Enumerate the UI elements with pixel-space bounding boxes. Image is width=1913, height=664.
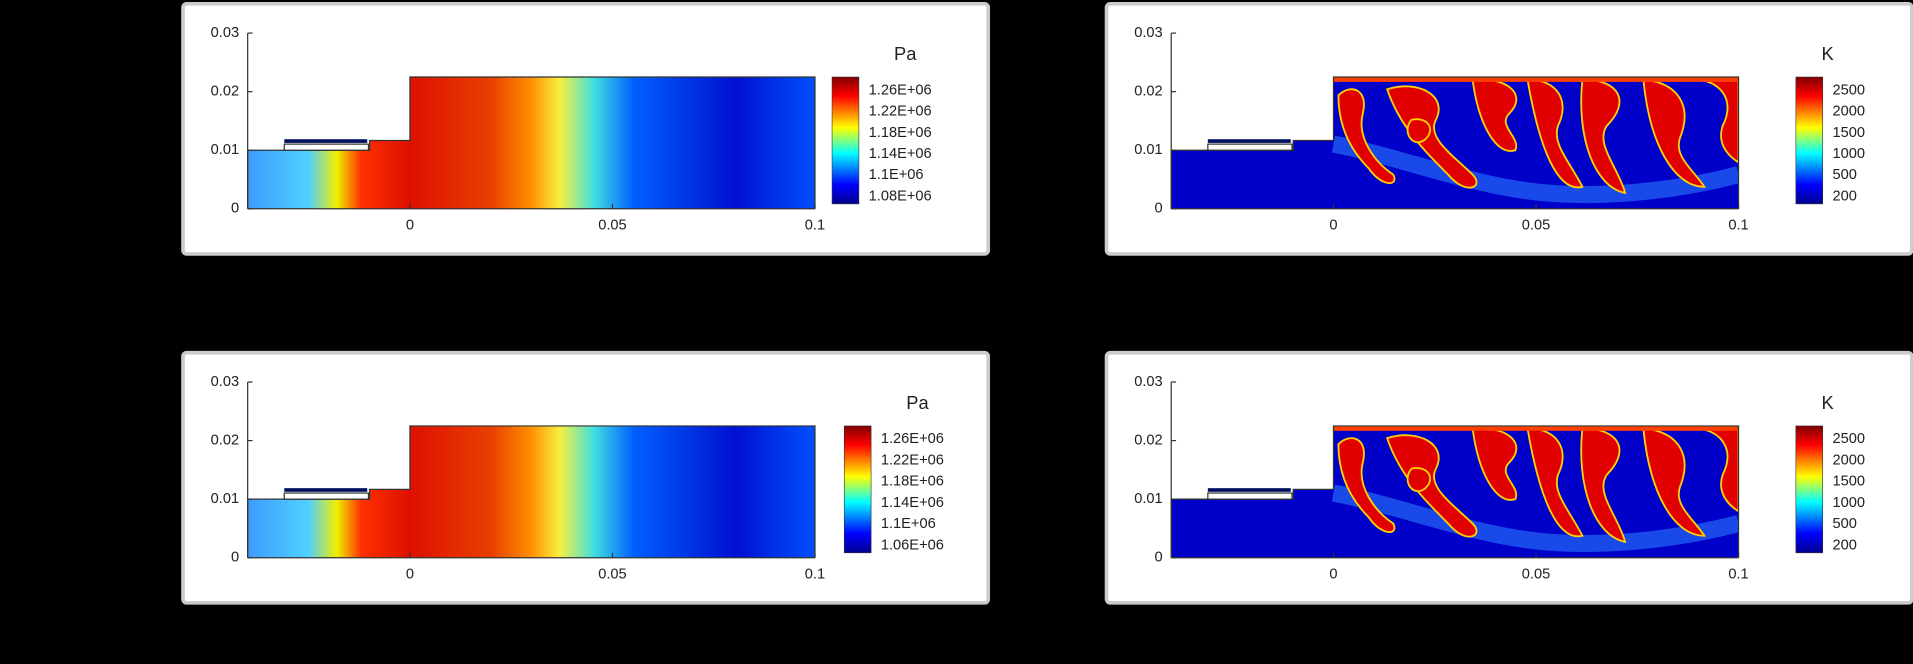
colorbar <box>831 76 860 205</box>
panel: 0.03 0.02 0.01 0 0 0.05 0.1 Pa 1.26E+06 1.22E+06 1… <box>181 350 991 605</box>
colorbar <box>1795 425 1824 554</box>
y-tick-label: 0.03 <box>1134 25 1162 41</box>
injector-slot <box>1207 143 1293 151</box>
flame-region <box>1406 118 1432 144</box>
y-tick-label: 0.02 <box>211 84 239 100</box>
y-tick-label: 0 <box>231 201 239 217</box>
flame-region <box>1386 434 1478 538</box>
panel: 0.03 0.02 0.01 0 0 0.05 0.1 K 2500 2000 1500 1000 50… <box>1104 350 1913 605</box>
colorbar-label: 1.08E+06 <box>869 188 932 204</box>
domain-outline <box>1170 76 1740 209</box>
injector-line <box>284 139 368 143</box>
x-tick-label: 0.1 <box>1728 567 1748 583</box>
colorbar-label: 500 <box>1832 516 1856 532</box>
x-tick-label: 0 <box>1329 218 1337 234</box>
mixing-layer <box>1331 135 1739 204</box>
colorbar-label: 200 <box>1832 537 1856 553</box>
flame-region <box>1642 78 1707 188</box>
colorbar-label: 1.22E+06 <box>869 104 932 120</box>
colorbar-label: 1500 <box>1832 125 1865 141</box>
injector-slot <box>1207 492 1293 500</box>
y-tick-label: 0 <box>1155 201 1163 217</box>
colorbar-unit: Pa <box>894 43 917 64</box>
domain-outline <box>247 76 816 209</box>
x-tick-label: 0.05 <box>598 567 626 583</box>
colorbar-label: 1.18E+06 <box>869 125 932 141</box>
domain-outline <box>1170 425 1740 558</box>
x-tick-label: 0.1 <box>805 218 825 234</box>
x-tick-label: 0.1 <box>1728 218 1748 234</box>
colorbar-label: 1.22E+06 <box>881 452 944 468</box>
x-tick-label: 0.05 <box>1522 567 1550 583</box>
colorbar-label: 1.26E+06 <box>869 82 932 98</box>
flame-region <box>1642 427 1707 537</box>
top-layer <box>1333 425 1739 431</box>
domain-outline <box>247 425 816 558</box>
flame-region <box>1406 467 1432 492</box>
mixing-layer <box>1331 484 1739 552</box>
colorbar-label: 1.1E+06 <box>881 516 936 532</box>
y-tick-label: 0 <box>231 550 239 566</box>
y-tick-label: 0 <box>1155 550 1163 566</box>
y-tick-label: 0.01 <box>211 142 239 158</box>
colorbar-label: 1.1E+06 <box>869 167 924 183</box>
injector-line <box>1207 139 1291 143</box>
colorbar-label: 1000 <box>1832 495 1865 511</box>
injector-slot <box>283 492 370 500</box>
colorbar-label: 2500 <box>1832 82 1865 98</box>
flame-region <box>1471 427 1518 501</box>
colorbar-label: 2500 <box>1832 431 1865 447</box>
y-tick-label: 0.03 <box>1134 374 1162 390</box>
y-tick-label: 0.01 <box>1134 491 1162 507</box>
x-tick-label: 0 <box>406 218 414 234</box>
colorbar-unit: Pa <box>906 392 929 413</box>
flame-region <box>1698 427 1739 513</box>
colorbar-unit: K <box>1821 43 1833 64</box>
flame-region <box>1526 427 1584 538</box>
top-layer <box>1333 77 1739 82</box>
colorbar-label: 1000 <box>1832 146 1865 162</box>
colorbar-label: 500 <box>1832 167 1856 183</box>
x-tick-label: 0.05 <box>1522 218 1550 234</box>
injector-line <box>284 488 368 492</box>
y-tick-label: 0.02 <box>1134 84 1162 100</box>
y-tick-label: 0.02 <box>211 432 239 448</box>
flame-region <box>1526 78 1584 189</box>
colorbar-label: 200 <box>1832 188 1856 204</box>
colorbar <box>1795 76 1824 205</box>
y-tick-label: 0.01 <box>1134 142 1162 158</box>
colorbar <box>843 425 872 554</box>
colorbar-label: 1.14E+06 <box>869 146 932 162</box>
flame-region <box>1580 78 1627 195</box>
x-tick-label: 0 <box>406 567 414 583</box>
colorbar-label: 1.14E+06 <box>881 495 944 511</box>
flame-region <box>1471 78 1518 152</box>
x-tick-label: 0 <box>1329 567 1337 583</box>
colorbar-label: 2000 <box>1832 452 1865 468</box>
colorbar-label: 1.06E+06 <box>881 537 944 553</box>
y-tick-label: 0.03 <box>211 374 239 390</box>
y-tick-label: 0.03 <box>211 25 239 41</box>
injector-slot <box>283 143 370 151</box>
colorbar-label: 2000 <box>1832 104 1865 120</box>
flame-region <box>1698 78 1739 165</box>
panel: 0.03 0.02 0.01 0 0 0.05 0.1 K 2500 2000 1500 1000 50… <box>1104 1 1913 256</box>
colorbar-label: 1.26E+06 <box>881 431 944 447</box>
flame-region <box>1386 85 1478 189</box>
y-tick-label: 0.01 <box>211 491 239 507</box>
injector-line <box>1207 488 1291 492</box>
x-tick-label: 0.1 <box>805 567 825 583</box>
colorbar-label: 1.18E+06 <box>881 474 944 490</box>
contour-field <box>1171 77 1739 209</box>
flame-region <box>1580 427 1627 544</box>
colorbar-unit: K <box>1821 392 1833 413</box>
flame-region <box>1337 437 1396 533</box>
x-tick-label: 0.05 <box>598 218 626 234</box>
flame-region <box>1337 88 1396 184</box>
panel: 0.03 0.02 0.01 0 0 0.05 0.1 Pa 1.26E+06 1.22E+06 1… <box>181 1 991 256</box>
colorbar-label: 1500 <box>1832 474 1865 490</box>
y-tick-label: 0.02 <box>1134 432 1162 448</box>
